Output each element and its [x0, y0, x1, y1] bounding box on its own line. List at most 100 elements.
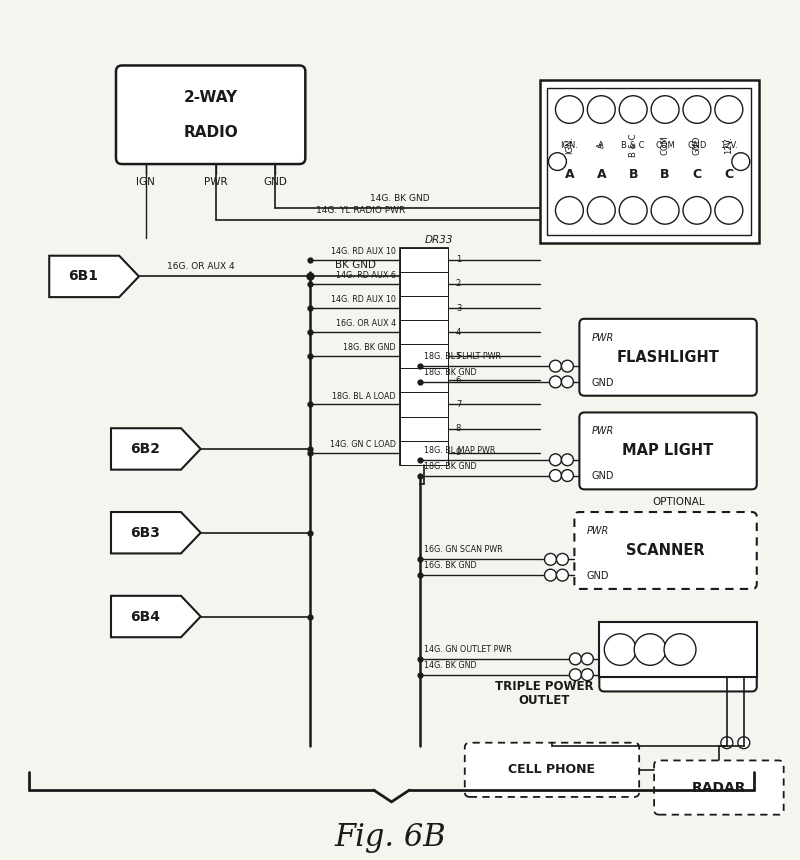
Circle shape — [738, 737, 750, 748]
Circle shape — [651, 197, 679, 224]
Circle shape — [664, 634, 696, 666]
Text: GND: GND — [263, 177, 287, 187]
Text: GND: GND — [586, 571, 609, 581]
Text: A: A — [598, 141, 604, 150]
Text: 18G. BK GND: 18G. BK GND — [424, 462, 477, 470]
Text: C: C — [693, 168, 702, 181]
Circle shape — [555, 197, 583, 224]
Circle shape — [619, 197, 647, 224]
Text: PWR: PWR — [591, 333, 614, 342]
Text: 14G. RD AUX 6: 14G. RD AUX 6 — [336, 271, 396, 280]
Bar — [400, 248, 448, 272]
Text: IGN: IGN — [137, 177, 155, 187]
Polygon shape — [111, 428, 201, 470]
Text: A: A — [597, 168, 606, 181]
Text: GND: GND — [693, 136, 702, 155]
Circle shape — [550, 454, 562, 466]
Text: RADIO: RADIO — [183, 125, 238, 140]
Bar — [400, 248, 448, 464]
Text: MAP LIGHT: MAP LIGHT — [622, 444, 714, 458]
Text: OUTLET: OUTLET — [519, 694, 570, 707]
Circle shape — [562, 360, 574, 372]
Circle shape — [562, 454, 574, 466]
Text: 18G. BL FLHLT PWR: 18G. BL FLHLT PWR — [424, 353, 501, 361]
Text: 16G. OR AUX 4: 16G. OR AUX 4 — [167, 261, 234, 271]
Text: 16G. OR AUX 4: 16G. OR AUX 4 — [336, 319, 396, 329]
Circle shape — [715, 95, 743, 123]
Circle shape — [683, 197, 711, 224]
Circle shape — [582, 653, 594, 665]
Bar — [400, 368, 448, 392]
Text: Fig. 6B: Fig. 6B — [334, 821, 446, 852]
Text: OPTIONAL: OPTIONAL — [653, 497, 706, 507]
Text: B & C: B & C — [629, 133, 638, 157]
Circle shape — [549, 153, 566, 170]
Text: PWR: PWR — [586, 525, 609, 536]
FancyBboxPatch shape — [465, 743, 639, 797]
Circle shape — [550, 470, 562, 482]
Text: 2-WAY: 2-WAY — [183, 89, 238, 105]
Text: GND: GND — [591, 378, 614, 388]
Text: GND: GND — [687, 141, 706, 150]
Circle shape — [587, 95, 615, 123]
Text: IGN.: IGN. — [565, 137, 574, 154]
FancyBboxPatch shape — [654, 760, 784, 814]
Text: 14G. BK GND: 14G. BK GND — [370, 194, 430, 204]
Text: FLASHLIGHT: FLASHLIGHT — [617, 350, 719, 365]
Circle shape — [557, 554, 569, 565]
Circle shape — [557, 569, 569, 581]
Circle shape — [570, 653, 582, 665]
Text: 6B4: 6B4 — [130, 610, 160, 624]
Circle shape — [562, 376, 574, 388]
FancyBboxPatch shape — [574, 512, 757, 589]
Circle shape — [582, 669, 594, 680]
Text: 18G. BK GND: 18G. BK GND — [343, 343, 396, 353]
Polygon shape — [111, 596, 201, 637]
Bar — [400, 392, 448, 416]
Text: A: A — [597, 143, 606, 148]
Bar — [400, 344, 448, 368]
Text: 1: 1 — [456, 255, 461, 264]
Text: 8: 8 — [456, 424, 461, 433]
Text: B: B — [660, 168, 670, 181]
Text: GND: GND — [591, 471, 614, 482]
Bar — [547, 88, 750, 235]
Circle shape — [550, 360, 562, 372]
Text: PWR: PWR — [204, 177, 227, 187]
Text: 6B3: 6B3 — [130, 525, 160, 540]
Polygon shape — [111, 512, 201, 554]
Circle shape — [562, 470, 574, 482]
Text: B & C: B & C — [622, 141, 645, 150]
Circle shape — [619, 95, 647, 123]
Text: 14G. RD AUX 10: 14G. RD AUX 10 — [331, 295, 396, 304]
Bar — [539, 80, 758, 243]
Text: 14G. GN OUTLET PWR: 14G. GN OUTLET PWR — [424, 645, 512, 654]
Text: 16G. BK GND: 16G. BK GND — [424, 562, 477, 570]
Text: 6B1: 6B1 — [68, 269, 98, 284]
Circle shape — [570, 669, 582, 680]
Text: 14G. GN C LOAD: 14G. GN C LOAD — [330, 439, 396, 449]
FancyBboxPatch shape — [579, 413, 757, 489]
Text: DR33: DR33 — [425, 235, 453, 245]
Text: IGN.: IGN. — [561, 141, 578, 150]
Circle shape — [545, 554, 557, 565]
Text: 7: 7 — [456, 400, 461, 409]
Text: 4: 4 — [456, 328, 461, 336]
Circle shape — [683, 95, 711, 123]
Text: A: A — [565, 168, 574, 181]
Circle shape — [732, 153, 750, 170]
Circle shape — [651, 95, 679, 123]
Polygon shape — [50, 255, 139, 297]
Text: 12V.: 12V. — [720, 141, 738, 150]
Circle shape — [721, 737, 733, 748]
Bar — [400, 272, 448, 296]
Text: 5: 5 — [456, 352, 461, 361]
Text: SCANNER: SCANNER — [626, 543, 705, 558]
Circle shape — [715, 197, 743, 224]
Bar — [400, 320, 448, 344]
Bar — [400, 440, 448, 464]
Text: RADAR: RADAR — [692, 781, 746, 795]
Text: 14G. YL RADIO PWR: 14G. YL RADIO PWR — [315, 206, 405, 215]
Text: PWR: PWR — [591, 427, 614, 436]
Text: C: C — [724, 168, 734, 181]
